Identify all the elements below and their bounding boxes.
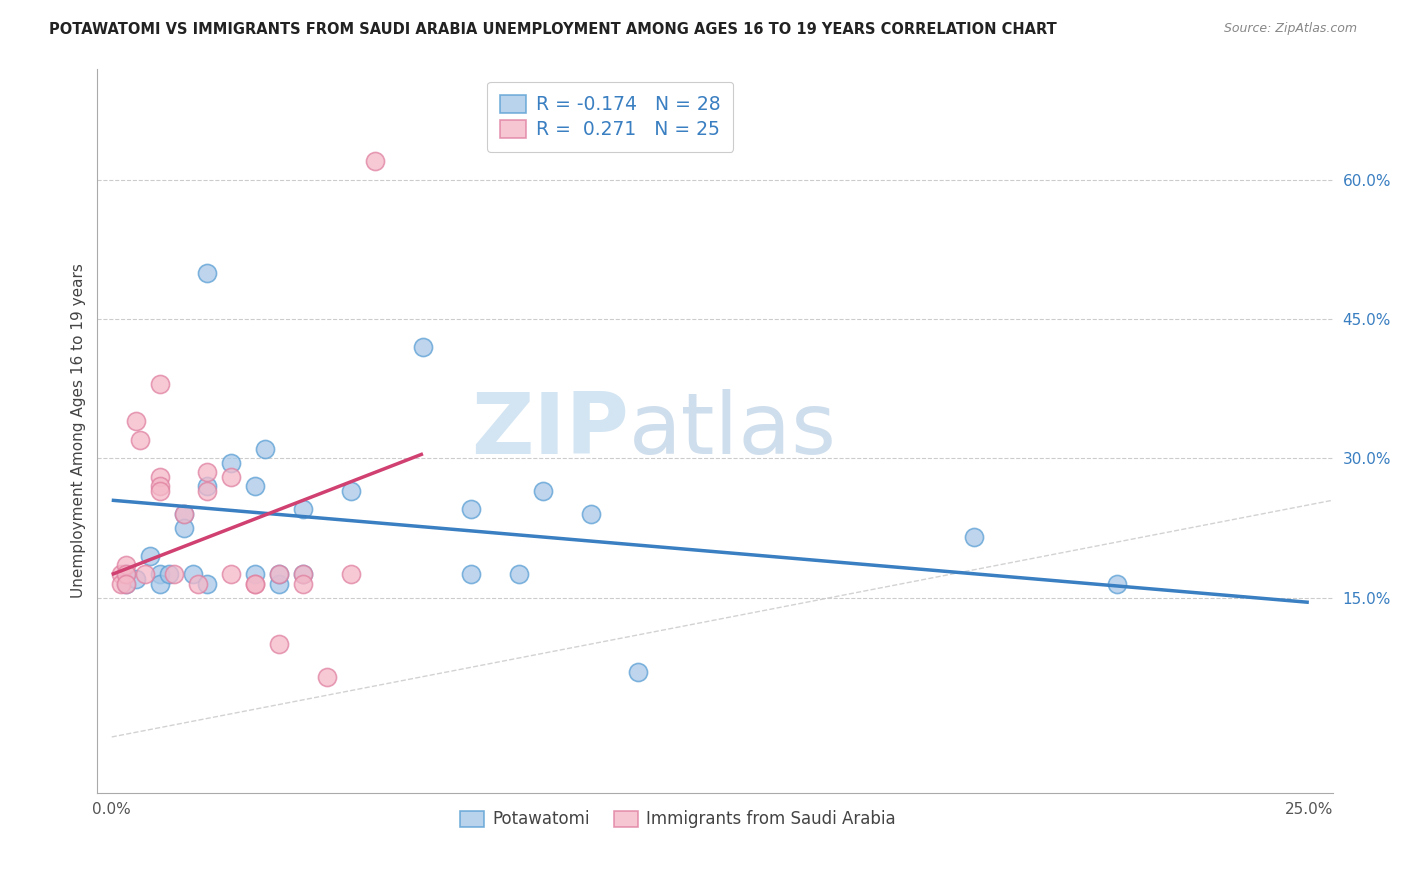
Point [508, 567, 530, 582]
Point [149, 470, 172, 484]
Point [134, 567, 156, 582]
Point [221, 567, 243, 582]
Point [269, 637, 291, 651]
Point [269, 567, 291, 582]
Point [149, 567, 172, 582]
Point [149, 479, 172, 493]
Point [627, 665, 650, 679]
Point [253, 442, 276, 457]
Point [460, 502, 482, 516]
Point [340, 483, 363, 498]
Point [197, 479, 219, 493]
Point [245, 479, 267, 493]
Point [149, 377, 172, 392]
Point [129, 433, 152, 447]
Point [1107, 576, 1129, 591]
Point [197, 266, 219, 280]
Point [173, 507, 195, 521]
Point [124, 414, 146, 428]
Text: Source: ZipAtlas.com: Source: ZipAtlas.com [1223, 22, 1357, 36]
Point [221, 456, 243, 470]
Point [269, 567, 291, 582]
Point [269, 576, 291, 591]
Point [110, 576, 132, 591]
Point [245, 576, 267, 591]
Point [460, 567, 482, 582]
Point [110, 567, 132, 582]
Point [292, 576, 315, 591]
Point [292, 502, 315, 516]
Point [292, 567, 315, 582]
Text: atlas: atlas [628, 389, 837, 472]
Point [245, 576, 267, 591]
Point [531, 483, 554, 498]
Point [124, 572, 146, 586]
Point [292, 567, 315, 582]
Point [115, 567, 138, 582]
Point [245, 567, 267, 582]
Point [197, 576, 219, 591]
Point [197, 483, 219, 498]
Point [340, 567, 363, 582]
Text: ZIP: ZIP [471, 389, 628, 472]
Point [579, 507, 602, 521]
Point [173, 507, 195, 521]
Point [163, 567, 186, 582]
Text: POTAWATOMI VS IMMIGRANTS FROM SAUDI ARABIA UNEMPLOYMENT AMONG AGES 16 TO 19 YEAR: POTAWATOMI VS IMMIGRANTS FROM SAUDI ARAB… [49, 22, 1057, 37]
Point [962, 530, 984, 544]
Y-axis label: Unemployment Among Ages 16 to 19 years: Unemployment Among Ages 16 to 19 years [72, 263, 86, 598]
Point [149, 576, 172, 591]
Point [115, 576, 138, 591]
Point [364, 154, 387, 169]
Point [181, 567, 204, 582]
Point [173, 521, 195, 535]
Point [187, 576, 209, 591]
Point [412, 340, 434, 354]
Point [115, 558, 138, 573]
Point [316, 670, 339, 684]
Point [115, 567, 138, 582]
Point [115, 576, 138, 591]
Point [149, 483, 172, 498]
Legend: Potawatomi, Immigrants from Saudi Arabia: Potawatomi, Immigrants from Saudi Arabia [454, 804, 903, 835]
Point [157, 567, 180, 582]
Point [139, 549, 162, 563]
Point [197, 466, 219, 480]
Point [221, 470, 243, 484]
